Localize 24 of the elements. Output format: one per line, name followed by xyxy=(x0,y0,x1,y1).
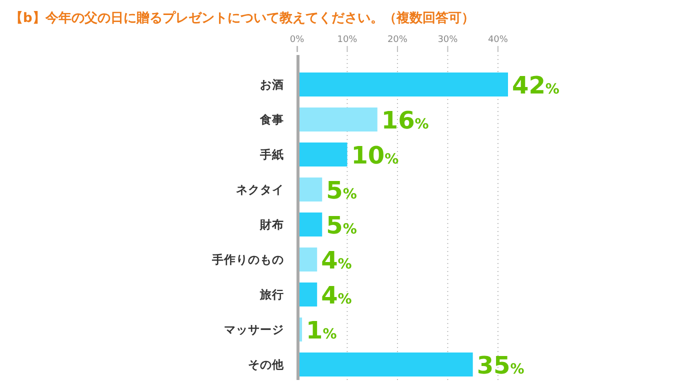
data-label: 42% xyxy=(512,72,560,100)
y-tick-label: 財布 xyxy=(259,218,284,232)
data-label: 10% xyxy=(351,142,399,170)
x-tick-label: 0% xyxy=(290,35,305,45)
chart-title: 【b】今年の父の日に贈るプレゼントについて教えてください。（複数回答可） xyxy=(10,10,474,26)
y-tick-label: ネクタイ xyxy=(236,182,284,196)
y-tick-label: 旅行 xyxy=(259,288,284,302)
data-label: 4% xyxy=(321,246,352,274)
x-tick-label: 30% xyxy=(438,35,458,45)
y-tick-label: 食事 xyxy=(259,112,284,126)
x-tick-label: 10% xyxy=(337,35,358,45)
x-tick-label: 40% xyxy=(488,35,508,45)
data-label: 1% xyxy=(306,316,337,344)
data-label: 35% xyxy=(476,352,524,380)
data-label: 5% xyxy=(326,176,357,204)
y-tick-label: 手紙 xyxy=(259,148,284,162)
data-label: 5% xyxy=(326,212,357,240)
data-label: 4% xyxy=(321,282,352,310)
data-label: 16% xyxy=(381,106,429,134)
x-tick-label: 20% xyxy=(387,35,408,45)
y-tick-label: その他 xyxy=(248,358,285,372)
y-tick-label: マッサージ xyxy=(224,322,284,336)
y-tick-label: 手作りのもの xyxy=(211,252,284,266)
y-tick-label: お酒 xyxy=(260,78,284,92)
